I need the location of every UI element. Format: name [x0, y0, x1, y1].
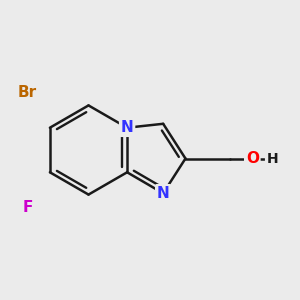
Text: O: O: [246, 151, 259, 166]
Text: H: H: [267, 152, 278, 166]
Text: N: N: [157, 186, 169, 201]
Text: F: F: [22, 200, 33, 214]
Text: N: N: [121, 120, 134, 135]
Text: Br: Br: [18, 85, 37, 100]
